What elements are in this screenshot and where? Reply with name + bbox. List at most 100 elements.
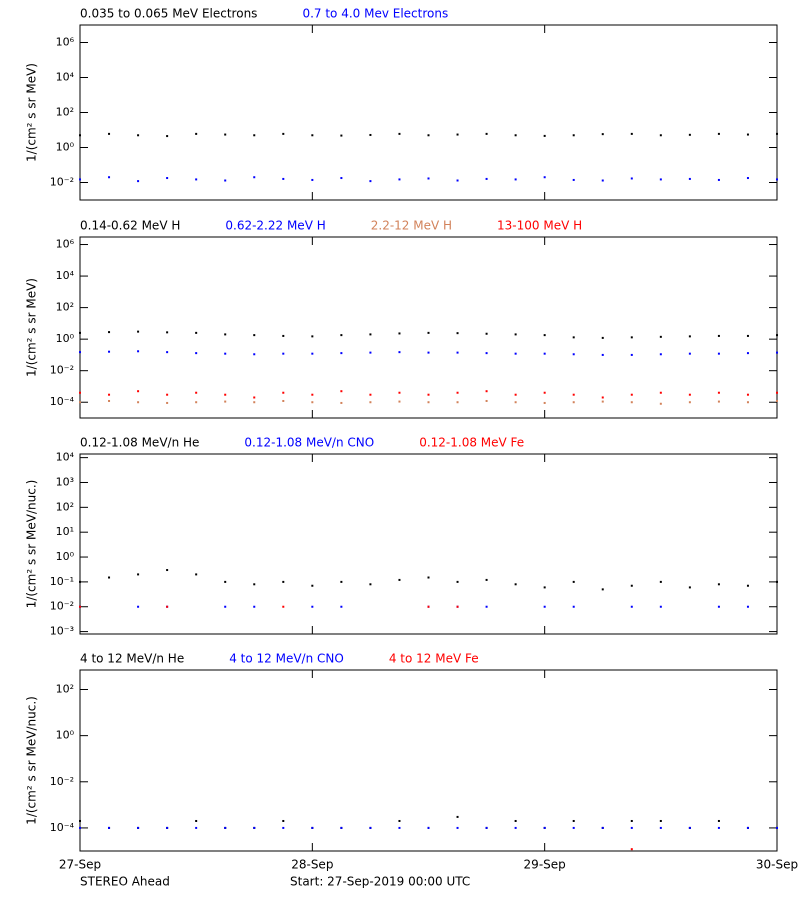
data-point xyxy=(630,132,633,135)
data-point xyxy=(659,605,662,608)
data-point xyxy=(572,605,575,608)
data-point xyxy=(311,826,314,829)
legend-entry: 0.12-1.08 MeV Fe xyxy=(419,436,524,450)
data-point xyxy=(427,401,430,404)
legend-entry: 2.2-12 MeV H xyxy=(371,219,452,233)
data-point xyxy=(485,578,488,581)
data-point xyxy=(195,401,198,404)
data-point xyxy=(427,177,430,180)
data-point xyxy=(746,826,749,829)
data-point xyxy=(137,826,140,829)
data-point xyxy=(369,180,372,183)
data-point xyxy=(485,177,488,180)
data-point xyxy=(659,580,662,583)
data-point xyxy=(688,335,691,338)
data-point xyxy=(630,848,633,851)
data-point xyxy=(398,391,401,394)
data-point xyxy=(572,401,575,404)
plot-frame xyxy=(79,236,778,419)
data-point xyxy=(659,391,662,394)
data-point xyxy=(572,336,575,339)
data-point xyxy=(601,133,604,136)
data-point xyxy=(166,393,169,396)
data-point xyxy=(282,391,285,394)
data-point xyxy=(79,351,81,354)
data-point xyxy=(311,393,314,396)
data-point xyxy=(166,826,169,829)
plot-frame xyxy=(79,669,778,852)
data-point xyxy=(282,826,285,829)
data-point xyxy=(340,580,343,583)
data-point xyxy=(398,132,401,135)
data-point xyxy=(601,826,604,829)
plot-frame xyxy=(79,24,778,201)
data-point xyxy=(485,390,488,393)
data-point xyxy=(340,134,343,137)
data-point xyxy=(717,178,720,181)
data-point xyxy=(79,826,81,829)
y-tick-label: 10⁴ xyxy=(56,451,75,464)
data-point xyxy=(514,393,517,396)
data-point xyxy=(456,179,459,182)
data-point xyxy=(514,134,517,137)
data-point xyxy=(659,335,662,338)
data-point xyxy=(224,393,227,396)
data-point xyxy=(485,605,488,608)
y-tick-label: 10³ xyxy=(56,475,74,488)
data-point xyxy=(659,134,662,137)
data-point xyxy=(572,580,575,583)
data-point xyxy=(311,584,314,587)
data-point xyxy=(456,133,459,136)
data-point xyxy=(137,330,140,333)
legend-entry: 0.14-0.62 MeV H xyxy=(80,219,180,233)
data-point xyxy=(688,352,691,355)
legend-entry: 0.12-1.08 MeV/n CNO xyxy=(244,436,374,450)
data-point xyxy=(195,352,198,355)
x-tick-label: 30-Sep xyxy=(756,858,798,872)
data-point xyxy=(108,393,111,396)
data-point xyxy=(137,180,140,183)
data-point xyxy=(224,826,227,829)
data-point xyxy=(166,177,169,180)
data-point xyxy=(630,353,633,356)
data-point xyxy=(717,334,720,337)
y-axis-label: 1/(cm² s sr MeV/nuc.) xyxy=(25,696,39,825)
data-point xyxy=(311,178,314,181)
data-point xyxy=(456,605,459,608)
data-point xyxy=(746,133,749,136)
data-point xyxy=(572,819,575,822)
y-tick-label: 10⁻² xyxy=(50,176,74,189)
y-tick-label: 10¹ xyxy=(56,525,74,538)
data-point xyxy=(543,401,546,404)
data-point xyxy=(282,352,285,355)
data-point xyxy=(253,401,256,404)
data-point xyxy=(688,177,691,180)
data-point xyxy=(659,353,662,356)
y-axis-label: 1/(cm² s sr MeV) xyxy=(25,278,39,377)
y-tick-label: 10⁴ xyxy=(56,269,75,282)
data-point xyxy=(166,401,169,404)
data-point xyxy=(398,178,401,181)
data-point xyxy=(369,393,372,396)
data-point xyxy=(311,134,314,137)
data-point xyxy=(224,580,227,583)
data-point xyxy=(195,826,198,829)
data-point xyxy=(282,334,285,337)
data-point xyxy=(514,583,517,586)
data-point xyxy=(746,401,749,404)
data-point xyxy=(688,586,691,589)
y-axis-label: 1/(cm² s sr MeV) xyxy=(25,63,39,162)
data-point xyxy=(746,605,749,608)
data-point xyxy=(717,132,720,135)
data-point xyxy=(543,176,546,179)
y-tick-label: 10⁰ xyxy=(56,141,75,154)
data-point xyxy=(543,826,546,829)
data-point xyxy=(253,396,256,399)
y-tick-label: 10⁶ xyxy=(56,36,75,49)
data-point xyxy=(311,352,314,355)
data-point xyxy=(79,178,81,181)
data-point xyxy=(398,351,401,354)
data-point xyxy=(456,815,459,818)
data-point xyxy=(311,605,314,608)
data-point xyxy=(776,391,778,394)
